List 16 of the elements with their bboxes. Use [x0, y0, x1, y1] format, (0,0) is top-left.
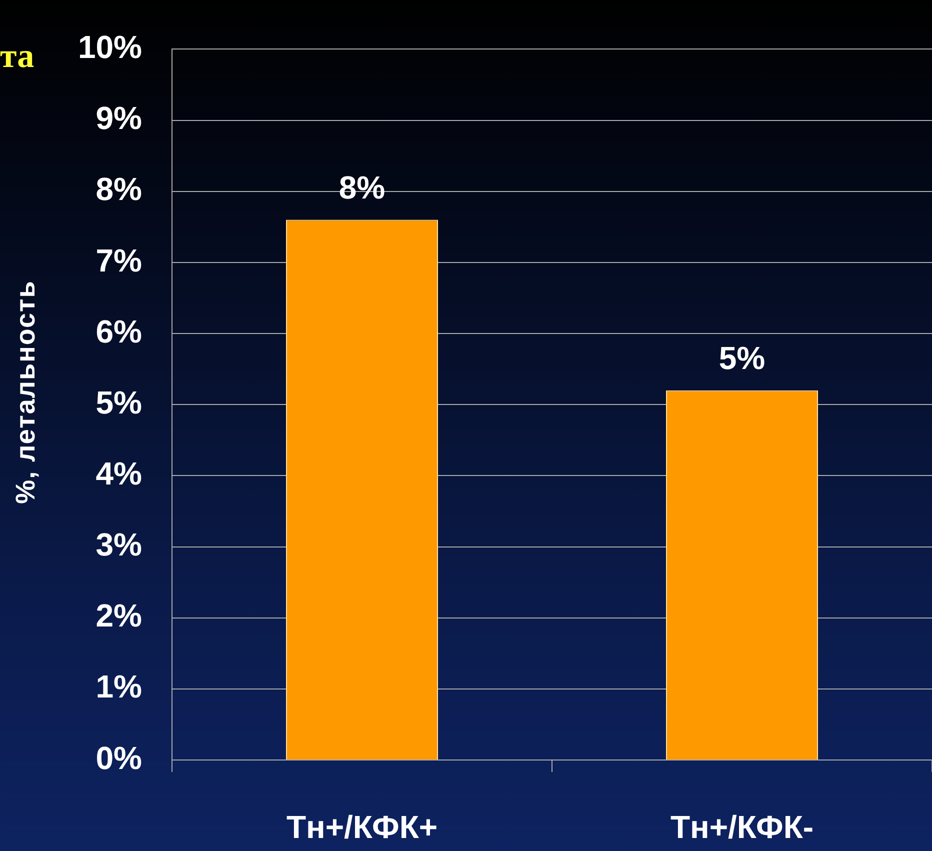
y-tick-label: 6%	[96, 313, 142, 350]
y-tick-label: 8%	[96, 171, 142, 208]
y-tick-label: 4%	[96, 456, 142, 492]
y-tick-label: 9%	[96, 100, 142, 136]
data-label: 5%	[718, 340, 766, 376]
x-tick-label: Тн+/КФК-	[670, 809, 814, 846]
y-tick-label: 7%	[96, 242, 142, 278]
y-tick-label: 0%	[96, 740, 142, 776]
text: та	[0, 38, 34, 76]
y-tick-label: 10%	[78, 29, 142, 66]
y-tick-label: 2%	[96, 598, 142, 634]
y-tick-label: 3%	[96, 526, 142, 563]
y-tick-label: 1%	[96, 668, 142, 705]
y-axis-title: %, летальность	[10, 280, 42, 504]
x-tick-label: Тн+/КФК+	[286, 809, 438, 846]
y-tick-label: 5%	[96, 384, 142, 420]
